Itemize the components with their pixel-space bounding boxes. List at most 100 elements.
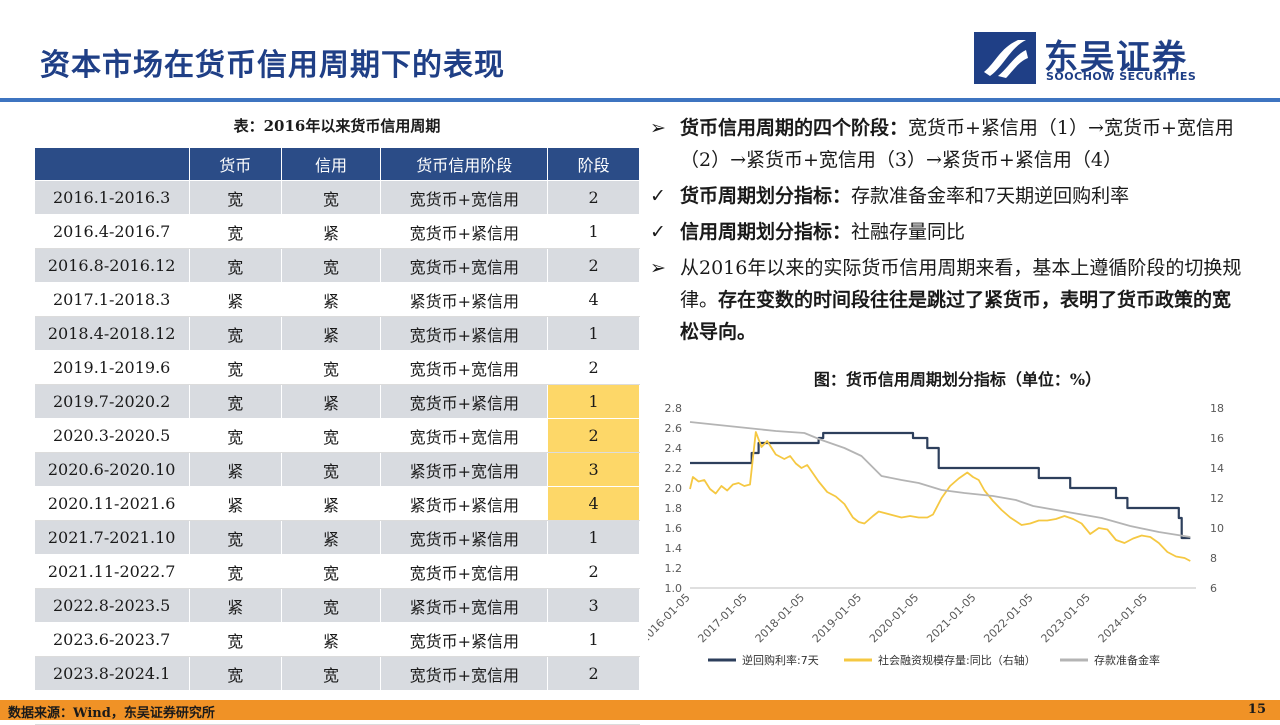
bullet-item: ✓ 货币周期划分指标：存款准备金率和7天期逆回购利率 <box>650 180 1250 212</box>
table-cell: 紧 <box>281 486 382 521</box>
period-cell: 2020.11-2021.6 <box>34 486 190 521</box>
bullet-text: 存款准备金率和7天期逆回购利率 <box>851 185 1130 207</box>
y-right-tick-label: 18 <box>1210 402 1224 415</box>
bullet-emphasis: 存在变数的时间段往往是跳过了紧货币，表明了货币政策的宽松导向。 <box>680 289 1232 343</box>
period-cell: 2020.6-2020.10 <box>34 452 190 487</box>
table-row: 2016.8-2016.12 宽宽宽货币+宽信用 2 <box>34 248 640 283</box>
y-left-tick-label: 1.0 <box>665 582 683 595</box>
period-cell: 2021.7-2021.10 <box>34 520 190 555</box>
table-cell: 宽 <box>189 350 282 385</box>
table-cell: 紧 <box>281 282 382 317</box>
table-cell: 宽 <box>189 520 282 555</box>
table-row: 2019.1-2019.6 宽宽宽货币+宽信用 2 <box>34 350 640 385</box>
y-right-tick-label: 14 <box>1210 462 1224 475</box>
table-cell: 紧 <box>281 316 382 351</box>
table-cell: 紧 <box>281 214 382 249</box>
table-row: 2021.7-2021.10 宽紧宽货币+紧信用 1 <box>34 520 640 555</box>
soochow-logo-icon <box>974 32 1036 84</box>
check-icon: ✓ <box>650 221 666 243</box>
y-left-tick-label: 1.4 <box>665 542 683 555</box>
table-header-cell: 信用 <box>280 147 382 181</box>
stage-cell: 1 <box>547 384 640 419</box>
period-cell: 2016.4-2016.7 <box>34 214 190 249</box>
table-cell: 宽 <box>281 554 382 589</box>
table-cell: 宽 <box>189 656 282 691</box>
period-cell: 2019.1-2019.6 <box>34 350 190 385</box>
x-tick-label: 2020-01-05 <box>867 591 921 645</box>
table-header-row: 货币 信用 货币信用阶段 阶段 <box>34 147 640 181</box>
check-icon: ✓ <box>650 185 666 207</box>
y-right-tick-label: 10 <box>1210 522 1224 535</box>
table-cell: 宽 <box>281 180 382 215</box>
table-header-cell: 货币 <box>188 147 282 181</box>
table-header-cell <box>34 147 190 181</box>
chart-title: 图：货币信用周期划分指标（单位：%） <box>813 370 1102 389</box>
table-cell: 宽 <box>281 452 382 487</box>
stage-cell: 3 <box>547 452 640 487</box>
period-cell: 2016.8-2016.12 <box>34 248 190 283</box>
series-line-1 <box>690 431 1191 540</box>
y-left-tick-label: 2.2 <box>665 462 683 475</box>
stage-cell: 2 <box>547 418 640 453</box>
table-cell: 宽货币+紧信用 <box>380 622 549 657</box>
stage-cell: 2 <box>547 554 640 589</box>
x-tick-label: 2021-01-05 <box>924 591 978 645</box>
table-row: 2021.11-2022.7 宽宽宽货币+宽信用 2 <box>34 554 640 589</box>
table-cell: 紧 <box>281 520 382 555</box>
table-cell: 宽 <box>281 418 382 453</box>
y-left-tick-label: 2.8 <box>665 402 683 415</box>
series-line-3 <box>689 421 1191 538</box>
table-cell: 宽货币+宽信用 <box>380 350 549 385</box>
brand-logo: 东吴证券 SOOCHOW SECURITIES <box>974 30 1234 88</box>
stage-cell: 4 <box>547 282 640 317</box>
table-caption: 表：2016年以来货币信用周期 <box>233 117 441 135</box>
table-cell: 宽货币+宽信用 <box>380 180 549 215</box>
legend-label: 存款准备金率 <box>1094 653 1160 667</box>
table-cell: 紧货币+紧信用 <box>380 282 549 317</box>
stage-cell: 2 <box>547 248 640 283</box>
y-left-tick-label: 2.4 <box>665 442 683 455</box>
table-header-cell: 阶段 <box>547 147 640 181</box>
table-cell: 宽货币+宽信用 <box>380 554 549 589</box>
x-tick-label: 2017-01-05 <box>695 591 749 645</box>
bullet-heading: 货币信用周期的四个阶段： <box>680 117 909 139</box>
bullet-text: 宽货币+紧信用（1）→宽货币+宽信用（2）→紧货币+宽信用（3）→紧货币+紧信用… <box>680 117 1234 171</box>
period-cell: 2016.1-2016.3 <box>34 180 190 215</box>
table-cell: 宽 <box>189 180 282 215</box>
y-left-tick-label: 1.2 <box>665 562 683 575</box>
table-row: 2016.4-2016.7 宽紧宽货币+紧信用 1 <box>34 214 640 249</box>
stage-cell: 2 <box>547 350 640 385</box>
table-cell: 紧货币+宽信用 <box>380 452 549 487</box>
bullet-item: ➢ 货币信用周期的四个阶段：宽货币+紧信用（1）→宽货币+宽信用（2）→紧货币+宽… <box>650 112 1250 176</box>
y-right-tick-label: 6 <box>1210 582 1217 595</box>
table-row: 2020.11-2021.6 紧紧紧货币+紧信用 4 <box>34 486 640 521</box>
table-cell: 紧货币+紧信用 <box>380 486 549 521</box>
table-cell: 宽 <box>189 248 282 283</box>
period-cell: 2020.3-2020.5 <box>34 418 190 453</box>
logo-english-name: SOOCHOW SECURITIES <box>1046 70 1197 83</box>
table-cell: 宽 <box>281 248 382 283</box>
x-tick-label: 2019-01-05 <box>810 591 864 645</box>
stage-cell: 1 <box>547 520 640 555</box>
bullet-item: ✓ 信用周期划分指标：社融存量同比 <box>650 216 1250 248</box>
table-cell: 宽货币+宽信用 <box>380 656 549 691</box>
table-cell: 宽货币+宽信用 <box>380 418 549 453</box>
table-cell: 紧 <box>189 486 282 521</box>
data-source: 数据来源：Wind，东吴证券研究所 <box>8 706 215 721</box>
x-tick-label: 2024-01-05 <box>1096 591 1150 645</box>
indicator-chart: 1.0 1.2 1.4 1.6 1.8 2.0 2.2 2.4 2.6 2.8 6 8 10 12 14 16… <box>648 402 1224 667</box>
table-cell: 紧 <box>189 452 282 487</box>
table-row: 2023.6-2023.7 宽紧宽货币+紧信用 1 <box>34 622 640 657</box>
y-left-tick-label: 1.6 <box>665 522 683 535</box>
stage-cell: 3 <box>547 588 640 623</box>
table-cell: 紧 <box>281 622 382 657</box>
table-cell: 宽货币+紧信用 <box>380 520 549 555</box>
bullet-heading: 货币周期划分指标： <box>680 185 852 207</box>
table-cell: 宽 <box>189 316 282 351</box>
table-row: 2019.7-2020.2 宽紧宽货币+紧信用 1 <box>34 384 640 419</box>
table-cell: 宽 <box>189 214 282 249</box>
y-left-tick-label: 1.8 <box>665 502 683 515</box>
arrow-bullet-icon: ➢ <box>650 257 666 279</box>
table-cell: 宽 <box>189 622 282 657</box>
logo-chinese-name: 东吴证券 <box>1044 38 1188 78</box>
